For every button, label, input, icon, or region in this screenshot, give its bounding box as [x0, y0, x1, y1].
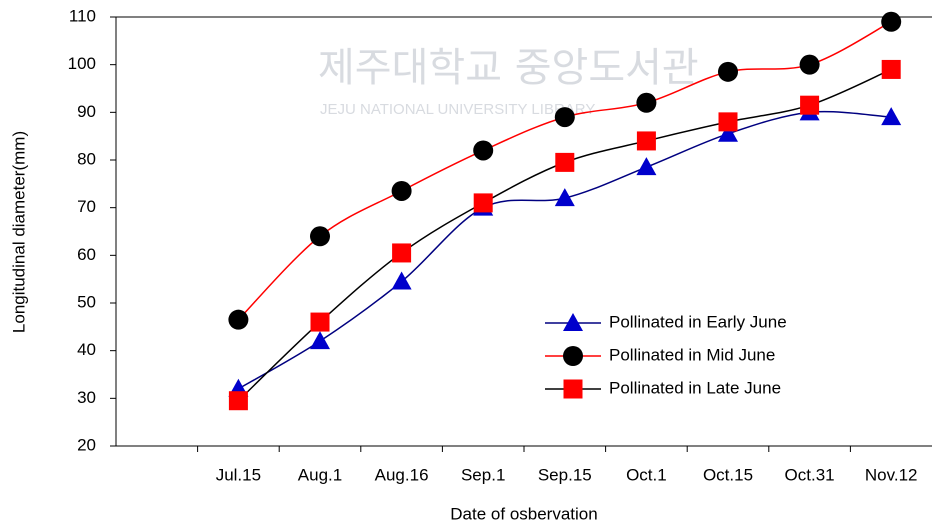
legend-label: Pollinated in Early June: [609, 312, 787, 331]
marker: [718, 123, 738, 142]
y-axis-label: Longitudinal diameter(mm): [9, 131, 28, 333]
watermark: 제주대학교 중앙도서관: [318, 45, 699, 91]
x-tick-label: Aug.1: [298, 465, 342, 484]
marker: [391, 271, 412, 290]
marker: [228, 391, 248, 411]
marker: [310, 331, 330, 350]
marker: [555, 152, 575, 172]
y-tick-label: 110: [69, 6, 96, 25]
y-tick-label: 80: [77, 149, 96, 168]
marker: [799, 54, 820, 75]
marker: [636, 157, 657, 176]
x-axis-label: Date of osbervation: [450, 504, 597, 523]
legend-label: Pollinated in Mid June: [609, 345, 775, 364]
x-tick-label: Sep.1: [461, 465, 505, 484]
marker: [718, 112, 738, 132]
marker: [310, 312, 330, 332]
x-tick-label: Oct.1: [626, 465, 667, 484]
y-tick-label: 90: [77, 102, 96, 121]
legend-label: Pollinated in Late June: [609, 378, 781, 397]
legend-marker: [563, 346, 583, 366]
marker: [391, 180, 412, 201]
x-tick-label: Sep.15: [538, 465, 592, 484]
y-tick-label: 60: [77, 245, 96, 264]
x-tick-label: Nov.12: [865, 465, 918, 484]
marker: [718, 61, 738, 82]
y-tick-label: 20: [77, 435, 96, 454]
y-tick-label: 70: [77, 197, 96, 216]
marker: [392, 243, 412, 263]
legend-marker: [563, 313, 583, 331]
watermark: JEJU NATIONAL UNIVERSITY LIBRARY: [320, 101, 595, 118]
x-tick-label: Oct.15: [703, 465, 753, 484]
marker: [310, 226, 330, 247]
marker: [228, 309, 249, 330]
marker: [881, 59, 901, 79]
marker: [473, 140, 494, 161]
marker: [800, 95, 820, 115]
marker: [881, 107, 902, 126]
y-tick-label: 30: [77, 388, 96, 407]
legend-marker: [563, 379, 583, 399]
y-tick-label: 100: [68, 54, 96, 73]
marker: [636, 131, 656, 151]
marker: [636, 92, 657, 113]
y-tick-label: 50: [77, 292, 96, 311]
x-tick-label: Jul.15: [216, 465, 261, 484]
x-tick-label: Oct.31: [785, 465, 835, 484]
marker: [881, 11, 902, 32]
x-tick-label: Aug.16: [375, 465, 429, 484]
marker: [554, 188, 575, 207]
marker: [554, 107, 575, 128]
marker: [473, 193, 493, 213]
y-tick-label: 40: [77, 340, 96, 359]
